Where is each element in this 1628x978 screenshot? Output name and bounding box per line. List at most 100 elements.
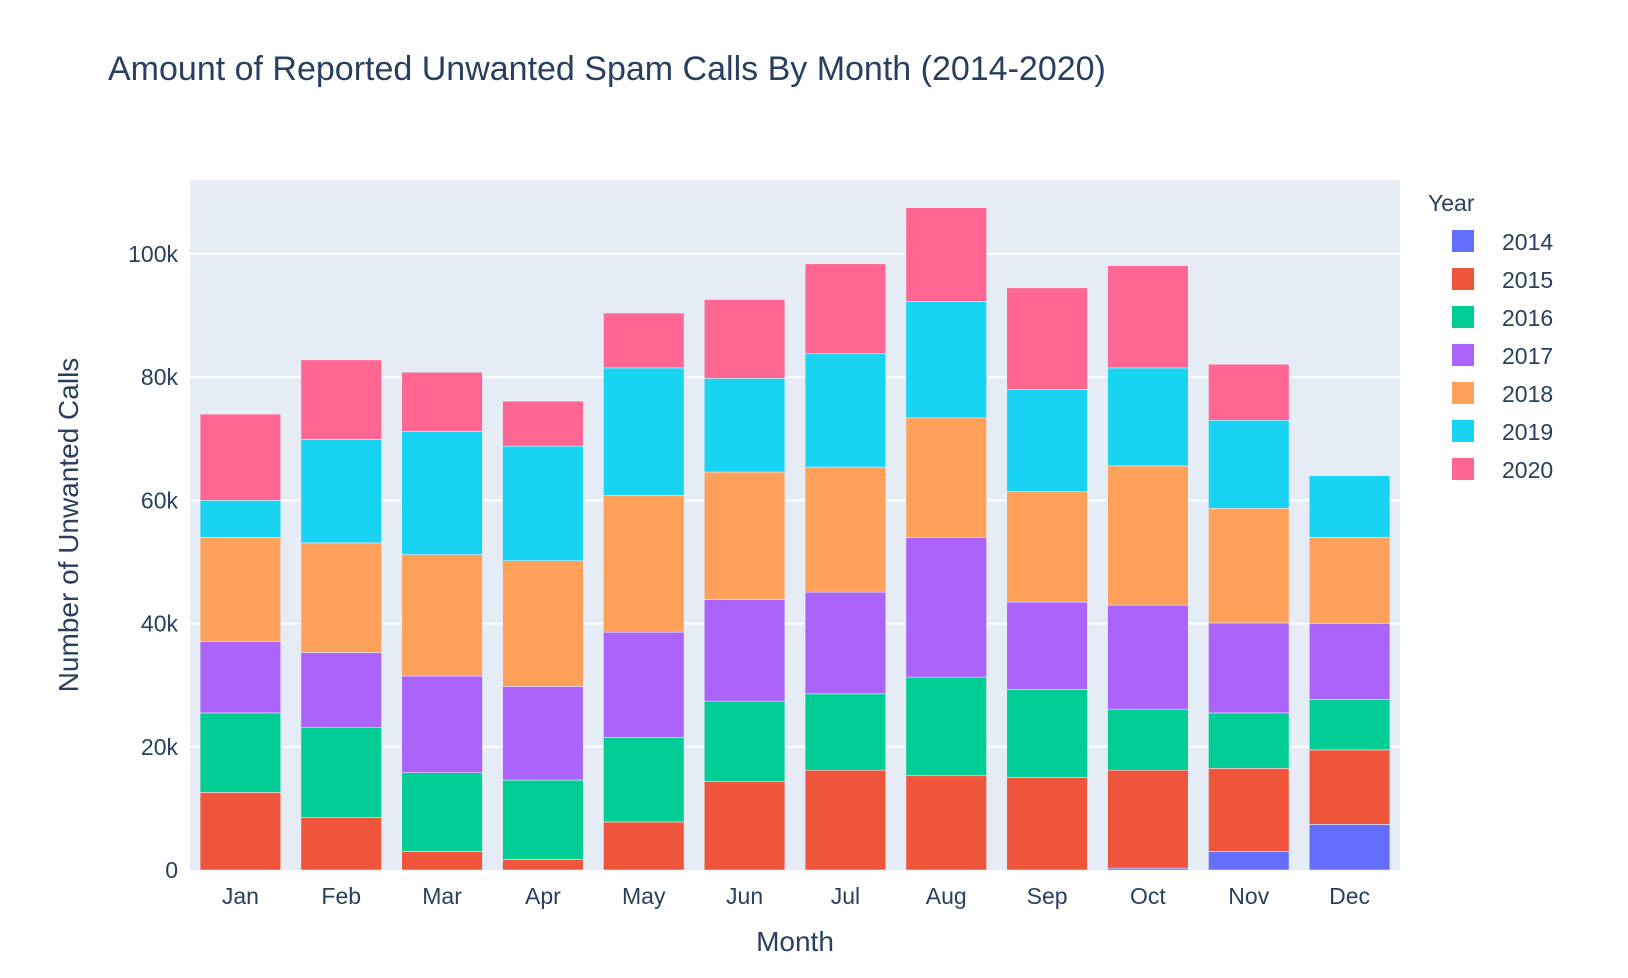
bar-may-2020[interactable]	[603, 312, 685, 369]
bar-jul-2017[interactable]	[804, 591, 887, 695]
legend-label-2016[interactable]: 2016	[1502, 305, 1553, 331]
bar-aug-2015[interactable]	[905, 775, 987, 871]
legend-swatch-2020[interactable]	[1452, 458, 1474, 480]
x-tick-label: Jun	[726, 883, 763, 909]
x-tick-label: May	[622, 883, 666, 909]
bar-sep-2015[interactable]	[1006, 777, 1088, 871]
bar-jan-2020[interactable]	[199, 413, 282, 501]
bar-feb-2018[interactable]	[300, 542, 382, 653]
bar-aug-2020[interactable]	[905, 207, 987, 302]
bars[interactable]	[199, 207, 1391, 871]
bar-mar-2015[interactable]	[401, 851, 483, 871]
bar-nov-2015[interactable]	[1208, 768, 1290, 852]
bar-feb-2017[interactable]	[300, 652, 382, 728]
bar-dec-2017[interactable]	[1308, 623, 1391, 700]
x-axis-ticks: Jan Feb Mar Apr May Jun Jul Aug Sep Oct Nov Dec	[222, 883, 1370, 909]
bar-sep-2016[interactable]	[1006, 689, 1088, 778]
legend-label-2017[interactable]: 2017	[1502, 343, 1553, 369]
bar-feb-2016[interactable]	[300, 727, 382, 818]
bar-apr-2020[interactable]	[502, 400, 584, 447]
bar-jul-2016[interactable]	[804, 693, 887, 771]
bar-nov-2020[interactable]	[1208, 363, 1290, 421]
legend-label-2020[interactable]: 2020	[1502, 457, 1553, 483]
bar-sep-2020[interactable]	[1006, 287, 1088, 390]
bar-jul-2019[interactable]	[804, 353, 887, 468]
bar-oct-2017[interactable]	[1107, 604, 1189, 710]
bar-nov-2019[interactable]	[1208, 419, 1290, 509]
legend-swatch-2019[interactable]	[1452, 420, 1474, 442]
legend-label-2014[interactable]: 2014	[1502, 229, 1553, 255]
bar-dec-2019[interactable]	[1308, 475, 1391, 538]
bar-dec-2014[interactable]	[1308, 824, 1391, 871]
bar-may-2019[interactable]	[603, 367, 685, 496]
bar-apr-2019[interactable]	[502, 445, 584, 562]
bar-nov-2014[interactable]	[1208, 851, 1290, 871]
bar-jun-2017[interactable]	[703, 599, 786, 702]
bar-aug-2019[interactable]	[905, 301, 987, 419]
bar-jun-2015[interactable]	[703, 780, 786, 871]
x-tick-label: Feb	[321, 883, 361, 909]
y-tick-label: 60k	[141, 487, 179, 513]
bar-aug-2018[interactable]	[905, 417, 987, 538]
bar-dec-2016[interactable]	[1308, 699, 1391, 751]
bar-jun-2016[interactable]	[703, 700, 786, 782]
bar-nov-2016[interactable]	[1208, 712, 1290, 769]
bar-sep-2017[interactable]	[1006, 601, 1088, 690]
legend-title: Year	[1428, 190, 1475, 216]
legend-swatch-2014[interactable]	[1452, 230, 1474, 252]
legend-swatch-2015[interactable]	[1452, 268, 1474, 290]
bar-nov-2017[interactable]	[1208, 622, 1290, 714]
bar-apr-2015[interactable]	[502, 859, 584, 871]
bar-may-2017[interactable]	[603, 631, 685, 738]
bar-jan-2018[interactable]	[199, 537, 282, 642]
bar-feb-2019[interactable]	[300, 439, 382, 544]
x-tick-label: Jul	[831, 883, 860, 909]
bar-jan-2017[interactable]	[199, 641, 282, 714]
bar-mar-2020[interactable]	[401, 371, 483, 432]
legend-swatch-2017[interactable]	[1452, 344, 1474, 366]
bar-dec-2015[interactable]	[1308, 749, 1391, 825]
bar-feb-2015[interactable]	[300, 817, 382, 871]
bar-feb-2020[interactable]	[300, 359, 382, 440]
bar-jun-2018[interactable]	[703, 471, 786, 600]
bar-dec-2018[interactable]	[1308, 537, 1391, 624]
legend-items[interactable]: 2014 2015 2016 2017 2018 2019 2020	[1452, 229, 1553, 483]
bar-aug-2017[interactable]	[905, 537, 987, 678]
bar-jul-2020[interactable]	[804, 263, 887, 355]
bar-oct-2015[interactable]	[1107, 769, 1189, 869]
bar-jun-2019[interactable]	[703, 378, 786, 473]
bar-apr-2016[interactable]	[502, 779, 584, 860]
bar-oct-2016[interactable]	[1107, 708, 1189, 771]
bar-oct-2019[interactable]	[1107, 367, 1189, 467]
bar-sep-2018[interactable]	[1006, 491, 1088, 603]
bar-oct-2020[interactable]	[1107, 265, 1189, 369]
bar-may-2016[interactable]	[603, 737, 685, 823]
bar-mar-2016[interactable]	[401, 772, 483, 852]
bar-may-2015[interactable]	[603, 821, 685, 871]
legend-label-2019[interactable]: 2019	[1502, 419, 1553, 445]
legend-swatch-2016[interactable]	[1452, 306, 1474, 328]
bar-apr-2017[interactable]	[502, 686, 584, 781]
bar-jan-2019[interactable]	[199, 500, 282, 538]
bar-nov-2018[interactable]	[1208, 508, 1290, 624]
bar-jan-2016[interactable]	[199, 712, 282, 793]
bar-apr-2018[interactable]	[502, 560, 584, 687]
bar-oct-2018[interactable]	[1107, 465, 1189, 606]
bar-jun-2020[interactable]	[703, 299, 786, 379]
x-tick-label: Sep	[1027, 883, 1068, 909]
legend-label-2018[interactable]: 2018	[1502, 381, 1553, 407]
bar-may-2018[interactable]	[603, 495, 685, 633]
bar-mar-2019[interactable]	[401, 431, 483, 555]
legend-label-2015[interactable]: 2015	[1502, 267, 1553, 293]
bar-sep-2019[interactable]	[1006, 389, 1088, 493]
bar-jul-2018[interactable]	[804, 466, 887, 593]
x-tick-label: Aug	[926, 883, 967, 909]
legend[interactable]: Year 2014 2015 2016 2017 2018 2019 2020	[1428, 190, 1553, 483]
bar-jul-2015[interactable]	[804, 769, 887, 871]
bar-aug-2016[interactable]	[905, 676, 987, 777]
bar-mar-2018[interactable]	[401, 554, 483, 677]
bar-jan-2015[interactable]	[199, 792, 282, 871]
legend-swatch-2018[interactable]	[1452, 382, 1474, 404]
bar-mar-2017[interactable]	[401, 675, 483, 773]
